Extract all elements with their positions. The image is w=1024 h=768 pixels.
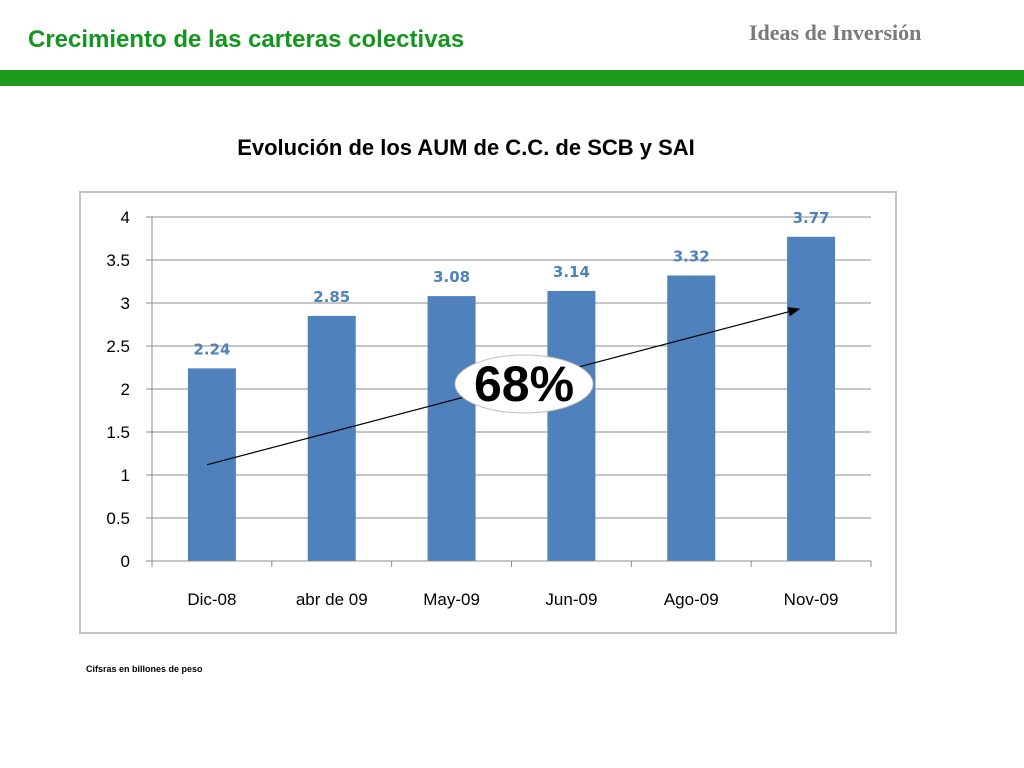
data-label: 2.24 [193,340,230,358]
bar [547,290,596,561]
header-divider [0,70,1024,86]
y-tick-label: 0.5 [106,509,130,528]
y-tick-label: 2.5 [106,337,130,356]
y-tick-label: 3.5 [106,251,130,270]
y-tick-label: 1 [121,466,130,485]
y-tick-label: 1.5 [106,423,130,442]
bar [307,315,356,561]
data-label: 3.08 [433,268,470,286]
growth-percentage: 68% [474,356,574,412]
footnote: Cifsras en billones de peso [86,664,203,674]
x-tick-label: Nov-09 [784,590,839,609]
y-tick-label: 4 [121,208,130,227]
y-tick-label: 2 [121,380,130,399]
bar [667,275,716,561]
data-label: 3.77 [793,209,830,227]
data-label: 3.32 [673,247,710,265]
bar [427,296,476,561]
chart-title: Evolución de los AUM de C.C. de SCB y SA… [237,135,695,160]
x-tick-label: Ago-09 [664,590,719,609]
x-tick-label: abr de 09 [296,590,368,609]
data-label: 2.85 [313,288,350,306]
page-title: Crecimiento de las carteras colectivas [28,26,465,53]
growth-callout [454,354,594,414]
y-tick-label: 0 [121,552,130,571]
bar [187,368,236,561]
x-tick-label: Jun-09 [545,590,597,609]
brand-label: Ideas de Inversión [749,20,922,45]
x-tick-label: Dic-08 [187,590,236,609]
y-tick-label: 3 [121,294,130,313]
data-label: 3.14 [553,263,590,281]
x-tick-label: May-09 [423,590,480,609]
bar [787,236,836,561]
